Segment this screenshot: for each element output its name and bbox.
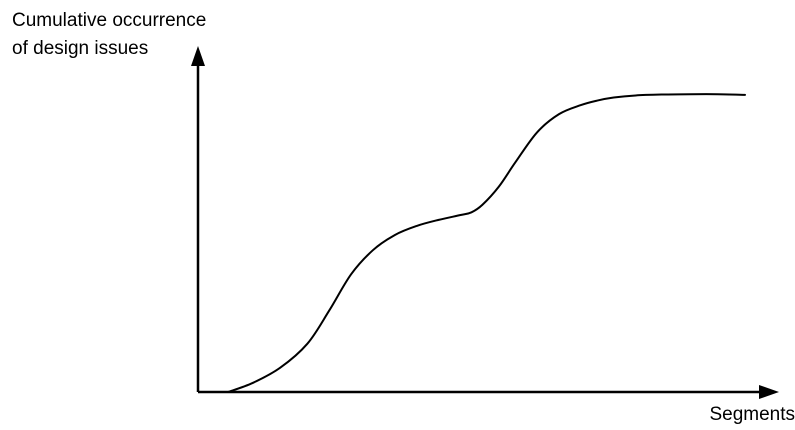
y-axis-label-line-1: Cumulative occurrence (12, 10, 206, 31)
y-axis-arrow (191, 46, 205, 66)
x-axis-arrow (759, 385, 779, 399)
x-axis-label: Segments (709, 404, 795, 425)
y-axis-label-line-2: of design issues (12, 38, 148, 59)
series-line-0 (228, 94, 745, 392)
series-group (228, 94, 745, 392)
